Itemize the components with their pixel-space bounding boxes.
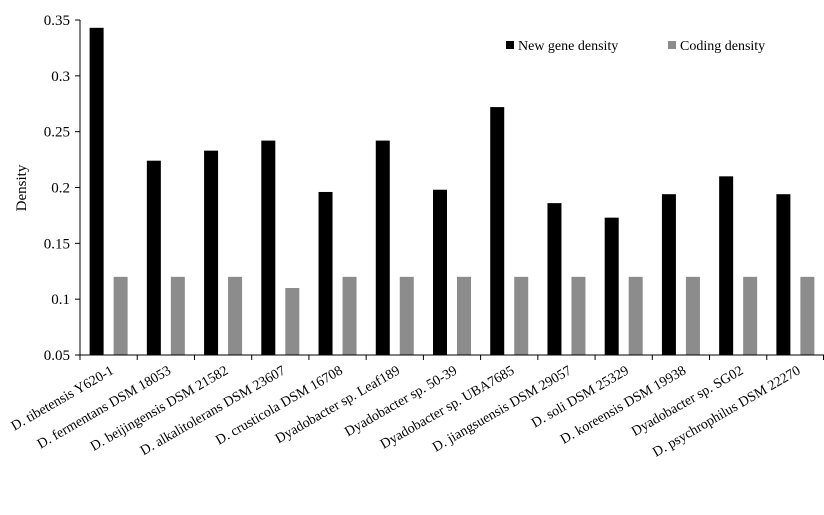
bar-new-gene-density bbox=[661, 194, 676, 355]
legend: New gene density Coding density bbox=[506, 39, 765, 54]
legend-label: New gene density bbox=[518, 39, 618, 54]
bar-new-gene-density bbox=[547, 203, 562, 355]
bar-coding-density bbox=[399, 276, 414, 355]
bar-new-gene-density bbox=[604, 217, 619, 355]
x-axis: D. tibetensis Y620-1D. fermentans DSM 18… bbox=[9, 354, 824, 460]
legend-label: Coding density bbox=[680, 39, 765, 54]
bar-coding-density bbox=[628, 276, 643, 355]
y-tick-label: 0.2 bbox=[51, 181, 70, 197]
y-tick-label: 0.05 bbox=[44, 348, 70, 364]
bar-coding-density bbox=[228, 276, 243, 355]
legend-swatch bbox=[668, 41, 676, 49]
bar-new-gene-density bbox=[776, 194, 791, 355]
y-tick-label: 0.3 bbox=[51, 69, 70, 85]
bar-coding-density bbox=[342, 276, 357, 355]
legend-swatch bbox=[506, 41, 514, 49]
bar-new-gene-density bbox=[375, 140, 390, 355]
bar-new-gene-density bbox=[719, 176, 734, 355]
bar-new-gene-density bbox=[204, 150, 219, 355]
y-tick-label: 0.35 bbox=[44, 13, 70, 29]
y-axis: 0.05 0.1 0.15 0.2 0.25 0.3 0.35 bbox=[44, 13, 81, 364]
bars bbox=[89, 27, 815, 356]
bar-new-gene-density bbox=[318, 191, 333, 355]
bar-new-gene-density bbox=[89, 27, 104, 356]
bar-coding-density bbox=[514, 276, 529, 355]
y-axis-title: Density bbox=[14, 164, 30, 211]
bar-coding-density bbox=[685, 276, 700, 355]
bar-coding-density bbox=[743, 276, 758, 355]
bar-new-gene-density bbox=[261, 140, 276, 355]
bar-coding-density bbox=[285, 288, 300, 355]
y-tick-label: 0.1 bbox=[51, 292, 70, 308]
bar-new-gene-density bbox=[490, 107, 505, 355]
bar-new-gene-density bbox=[146, 160, 161, 355]
bar-coding-density bbox=[800, 276, 815, 355]
y-tick-label: 0.15 bbox=[44, 236, 70, 252]
bar-coding-density bbox=[571, 276, 586, 355]
y-tick-label: 0.25 bbox=[44, 125, 70, 141]
bar-coding-density bbox=[170, 276, 185, 355]
bar-new-gene-density bbox=[433, 189, 447, 355]
bar-coding-density bbox=[457, 276, 471, 355]
bar-coding-density bbox=[113, 276, 128, 355]
